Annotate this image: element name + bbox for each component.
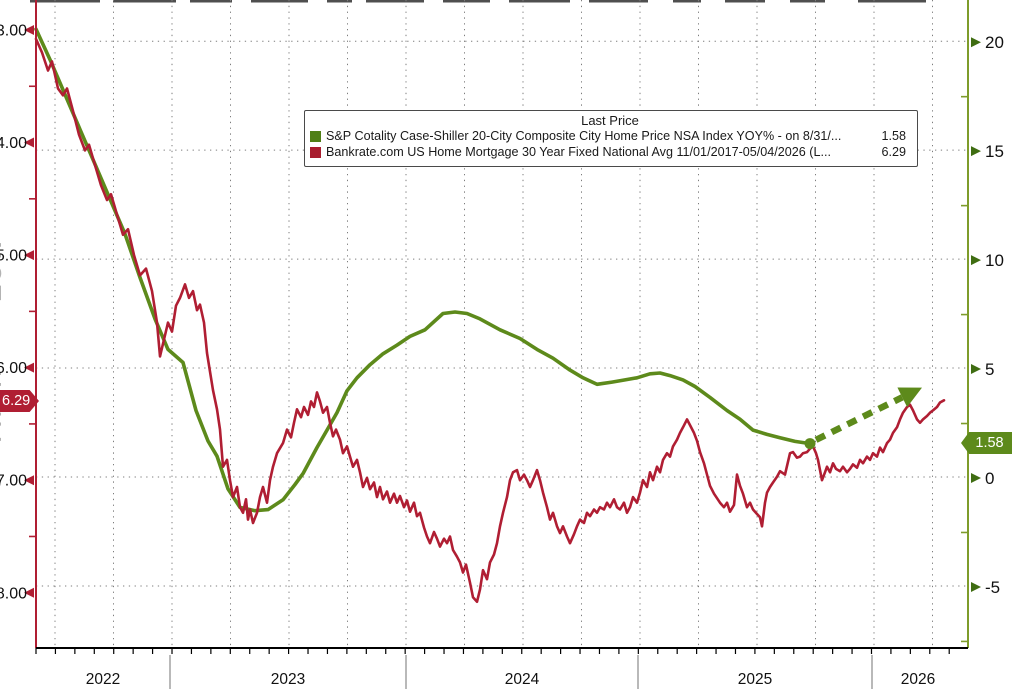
legend-row-mortgage: Bankrate.com US Home Mortgage 30 Year Fi… (310, 145, 910, 161)
svg-text:2025: 2025 (738, 671, 772, 688)
svg-text:20: 20 (985, 33, 1004, 52)
legend-label-mortgage: Bankrate.com US Home Mortgage 30 Year Fi… (326, 144, 831, 159)
svg-text:2023: 2023 (271, 671, 305, 688)
cropped-toolbar-remnant (30, 0, 926, 3)
svg-text:8.00: 8.00 (0, 585, 27, 602)
legend-value-case-shiller: 1.58 (881, 129, 906, 143)
svg-text:-5: -5 (985, 578, 1000, 597)
left-axis-last-price-badge: 6.29 (0, 390, 39, 412)
axes: 3.00 4.00 5.00 6.00 7.00 8.00 20 15 10 5 0 -5 (0, 0, 1004, 654)
projection-arrow-annotation (804, 387, 922, 450)
svg-text:0: 0 (985, 469, 994, 488)
left-axis-direction-label: High => Low (0, 236, 8, 443)
legend-row-case-shiller: S&P Cotality Case-Shiller 20-City Compos… (310, 129, 910, 145)
gridlines (36, 0, 968, 648)
svg-text:7.00: 7.00 (0, 473, 27, 490)
svg-text:10: 10 (985, 251, 1004, 270)
right-axis-last-price-badge: 1.58 (961, 432, 1012, 454)
x-axis-year-labels: 2022 2023 2024 2025 2026 (86, 655, 935, 689)
svg-text:3.00: 3.00 (0, 23, 27, 40)
svg-text:2024: 2024 (505, 671, 540, 688)
legend-swatch-green (310, 131, 321, 143)
svg-text:5: 5 (985, 360, 994, 379)
svg-text:15: 15 (985, 142, 1004, 161)
case-shiller-yoy-line (34, 27, 812, 513)
svg-text:5.00: 5.00 (0, 248, 27, 265)
legend-swatch-red (310, 146, 321, 158)
mortgage-rate-line (34, 37, 946, 604)
svg-text:2022: 2022 (86, 671, 120, 688)
legend-label-case-shiller: S&P Cotality Case-Shiller 20-City Compos… (326, 129, 842, 143)
svg-text:2026: 2026 (901, 671, 935, 688)
legend: Last Price S&P Cotality Case-Shiller 20-… (304, 110, 918, 167)
legend-value-mortgage: 6.29 (881, 144, 906, 159)
legend-title: Last Price (581, 113, 639, 128)
svg-text:6.00: 6.00 (0, 360, 27, 377)
svg-text:4.00: 4.00 (0, 135, 27, 152)
